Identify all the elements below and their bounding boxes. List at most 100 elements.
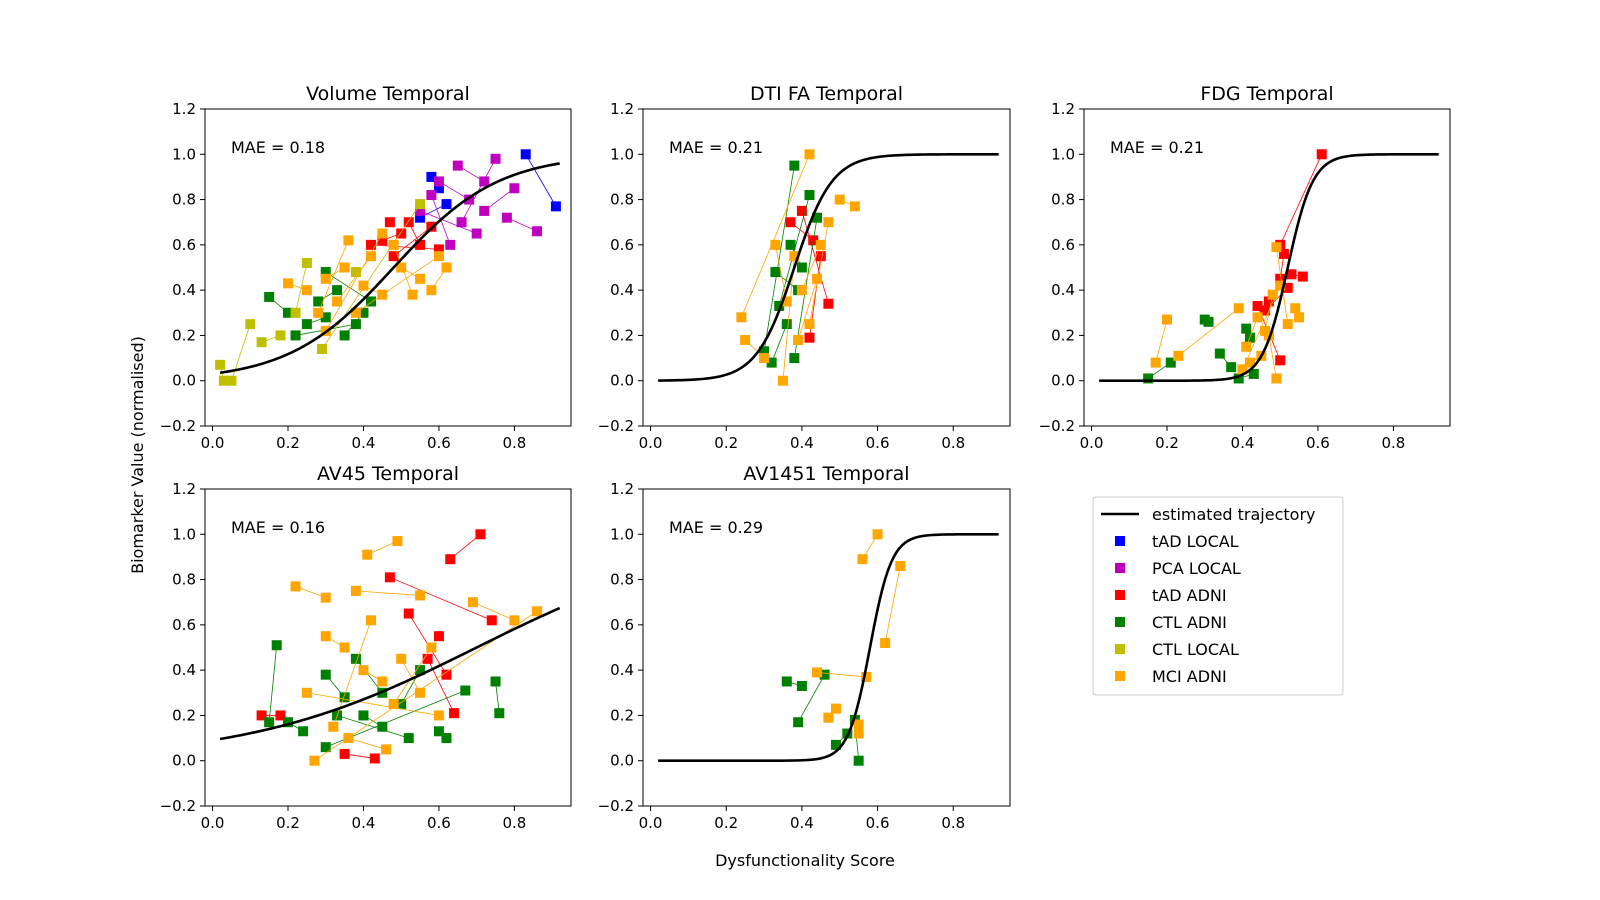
connector-line	[495, 681, 500, 714]
connector-line	[797, 674, 825, 723]
y-tick-label: 1.0	[610, 525, 634, 543]
data-point	[830, 703, 841, 714]
connector-line	[336, 255, 372, 302]
panel-title: AV45 Temporal	[317, 463, 459, 485]
legend-label-mci_adni: MCI ADNI	[1152, 667, 1227, 686]
data-point	[350, 653, 361, 664]
data-point	[815, 239, 826, 250]
data-point	[895, 560, 906, 571]
data-point	[392, 536, 403, 547]
legend-swatch-tad_local	[1115, 536, 1125, 546]
data-point	[1263, 296, 1274, 307]
data-point	[1252, 312, 1263, 323]
mae-annotation: MAE = 0.16	[231, 518, 325, 537]
data-point	[804, 319, 815, 330]
data-point	[872, 529, 883, 540]
data-point	[283, 278, 294, 289]
data-point	[320, 273, 331, 284]
axes-frame	[1083, 108, 1451, 427]
data-point	[1162, 314, 1173, 325]
x-tick-label: 0.0	[639, 814, 663, 832]
data-point	[1203, 316, 1214, 327]
data-point	[449, 708, 460, 719]
series-tad_local	[415, 149, 561, 223]
data-point	[384, 572, 395, 583]
data-point	[1286, 269, 1297, 280]
connector-line	[306, 692, 440, 716]
mae-annotation: MAE = 0.29	[669, 518, 763, 537]
series-mci_adni	[283, 228, 452, 336]
x-tick-label: 0.6	[427, 814, 451, 832]
y-tick-label: 1.0	[1051, 145, 1075, 163]
data-point	[415, 212, 426, 223]
data-point	[316, 344, 327, 355]
data-point	[1241, 323, 1252, 334]
series-ctl_adni	[264, 640, 505, 753]
data-layer	[658, 149, 999, 386]
y-tick-label: 1.2	[1051, 100, 1075, 118]
x-tick-label: 0.0	[1080, 434, 1104, 452]
data-point	[332, 285, 343, 296]
data-point	[358, 307, 369, 318]
data-point	[377, 721, 388, 732]
data-point	[1282, 319, 1293, 330]
data-point	[320, 742, 331, 753]
data-point	[456, 217, 467, 228]
data-point	[415, 205, 426, 216]
y-tick-label: −0.2	[1039, 417, 1075, 435]
x-tick-label: 0.8	[502, 434, 526, 452]
data-point	[441, 669, 452, 680]
y-tick-label: −0.2	[160, 417, 196, 435]
data-point	[796, 205, 807, 216]
data-point	[218, 375, 229, 386]
data-point	[1290, 303, 1301, 314]
data-point	[377, 235, 388, 246]
data-point	[1252, 300, 1263, 311]
data-point	[1233, 373, 1244, 384]
connector-line	[355, 255, 440, 314]
data-point	[785, 217, 796, 228]
y-tick-label: −0.2	[598, 797, 634, 815]
data-point	[320, 267, 331, 278]
data-point	[464, 194, 475, 205]
data-point	[1271, 242, 1282, 253]
y-tick-label: 0.4	[610, 661, 634, 679]
connector-line	[809, 222, 829, 325]
legend-trajectory-label: estimated trajectory	[1152, 505, 1316, 524]
data-point	[426, 285, 437, 296]
data-point	[415, 687, 426, 698]
x-tick-label: 0.4	[352, 814, 376, 832]
trajectory-line	[219, 606, 561, 741]
y-tick-label: 0.6	[610, 616, 634, 634]
legend-label-tad_local: tAD LOCAL	[1152, 532, 1239, 551]
data-point	[1316, 149, 1327, 160]
series-pca_local	[415, 153, 543, 250]
y-tick-label: 0.2	[610, 706, 634, 724]
data-point	[215, 359, 226, 370]
data-point	[358, 710, 369, 721]
data-point	[415, 199, 426, 210]
panel-title: Volume Temporal	[306, 83, 470, 105]
data-point	[441, 199, 452, 210]
data-point	[857, 554, 868, 565]
y-tick-label: 1.0	[172, 145, 196, 163]
data-point	[494, 708, 505, 719]
data-point	[830, 739, 841, 750]
series-mci_adni	[812, 529, 906, 739]
connector-line	[438, 181, 470, 200]
y-tick-label: 0.2	[172, 706, 196, 724]
connector-line	[336, 715, 409, 739]
connector-line	[393, 226, 432, 257]
data-point	[415, 273, 426, 284]
data-point	[384, 217, 395, 228]
data-point	[290, 330, 301, 341]
data-point	[264, 717, 275, 728]
data-point	[245, 319, 256, 330]
panel-title: DTI FA Temporal	[750, 83, 903, 105]
data-point	[275, 330, 286, 341]
y-tick-label: 0.0	[172, 752, 196, 770]
data-point	[283, 717, 294, 728]
connector-line	[348, 737, 387, 750]
trajectory-line	[1099, 152, 1439, 383]
data-point	[819, 669, 830, 680]
